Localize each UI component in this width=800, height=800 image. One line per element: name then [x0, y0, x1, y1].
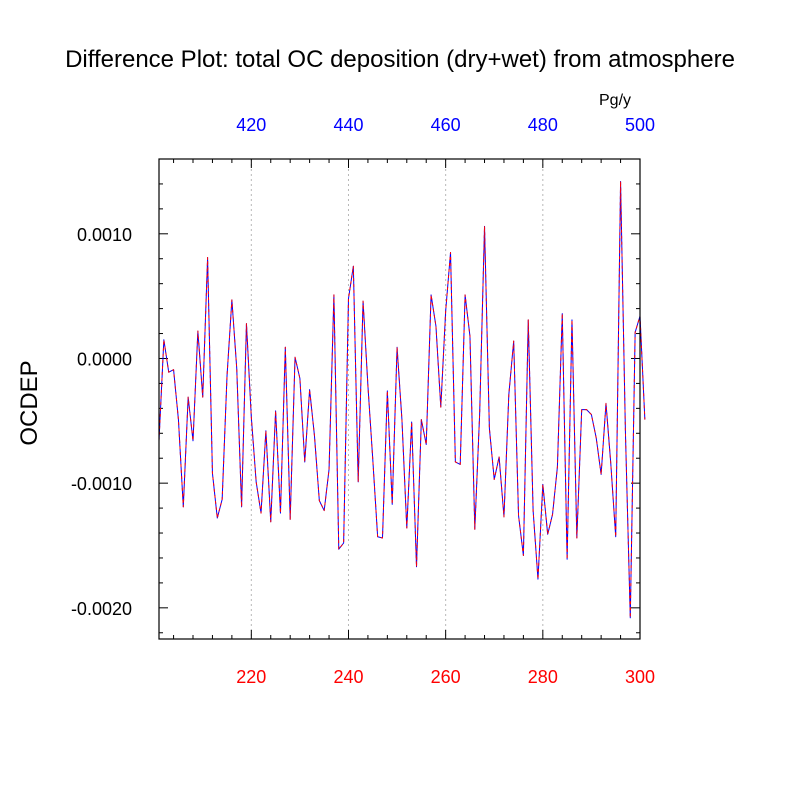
- series-line: [158, 180, 646, 619]
- top-axis-unit: Pg/y: [599, 92, 632, 109]
- y-tick-label: -0.0020: [71, 599, 132, 619]
- x-tick-label: 220: [236, 667, 266, 687]
- x-tick-label: 260: [431, 667, 461, 687]
- y-tick-label: -0.0010: [71, 474, 132, 494]
- y-tick-label: 0.0010: [77, 225, 132, 245]
- top-tick-label: 440: [333, 115, 363, 135]
- top-tick-label: 500: [625, 115, 655, 135]
- top-tick-label: 420: [236, 115, 266, 135]
- top-tick-label: 460: [431, 115, 461, 135]
- plot-frame: [158, 158, 641, 640]
- x-tick-label: 280: [528, 667, 558, 687]
- top-tick-label: 480: [528, 115, 558, 135]
- y-tick-label: 0.0000: [77, 349, 132, 369]
- series-line-base: [158, 180, 646, 619]
- x-tick-label: 300: [625, 667, 655, 687]
- chart-title: Difference Plot: total OC deposition (dr…: [65, 46, 735, 73]
- x-tick-label: 240: [333, 667, 363, 687]
